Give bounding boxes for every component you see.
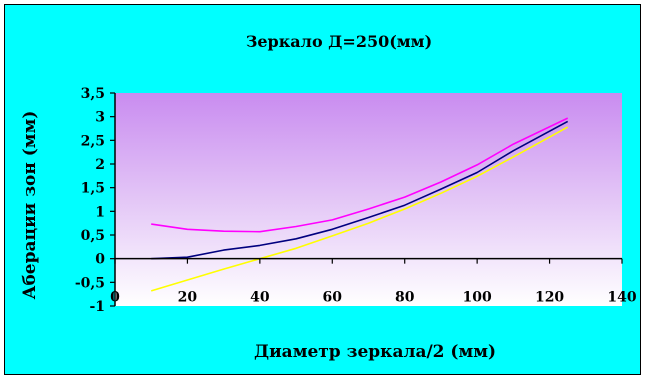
y-tick-label: 3,5 (81, 86, 105, 102)
x-tick-label: 20 (178, 290, 198, 306)
y-tick-label: 3 (95, 110, 105, 126)
series-line-2 (151, 120, 569, 260)
x-tick-label: 80 (395, 290, 415, 306)
y-axis-title: Аберации зон (мм) (20, 111, 40, 300)
chart-canvas: Зеркало Д=250(мм) Диаметр зеркала/2 (мм)… (20, 32, 637, 362)
y-tick-label: 1,5 (81, 181, 105, 197)
axes-layer (110, 92, 623, 307)
y-tick-label: 2,5 (81, 133, 105, 149)
y-axis-ticks: -1 -0,5 0 0,5 1 1,5 2 2,5 3 3,5 (75, 86, 105, 315)
x-axis-title: Диаметр зеркала/2 (мм) (254, 342, 496, 362)
y-tick-label: -0,5 (75, 275, 105, 291)
x-axis-ticks: 020406080100120140 (110, 290, 637, 306)
y-tick-label: -1 (89, 299, 105, 315)
chart-frame: Зеркало Д=250(мм) Диаметр зеркала/2 (мм)… (4, 4, 641, 375)
y-tick-label: 0,5 (81, 228, 105, 244)
y-tick-label: 0 (95, 252, 105, 268)
series-layer (150, 117, 569, 292)
x-tick-label: 100 (463, 290, 492, 306)
x-tick-label: 60 (323, 290, 343, 306)
plot-area (115, 93, 622, 306)
x-tick-label: 40 (250, 290, 270, 306)
y-tick-label: 2 (95, 157, 105, 173)
y-tick-label: 1 (95, 204, 105, 220)
x-tick-label: 140 (607, 290, 636, 306)
series-line-1 (151, 117, 569, 233)
x-tick-label: 120 (535, 290, 564, 306)
chart-title: Зеркало Д=250(мм) (246, 32, 432, 51)
series-line-3 (150, 126, 569, 292)
